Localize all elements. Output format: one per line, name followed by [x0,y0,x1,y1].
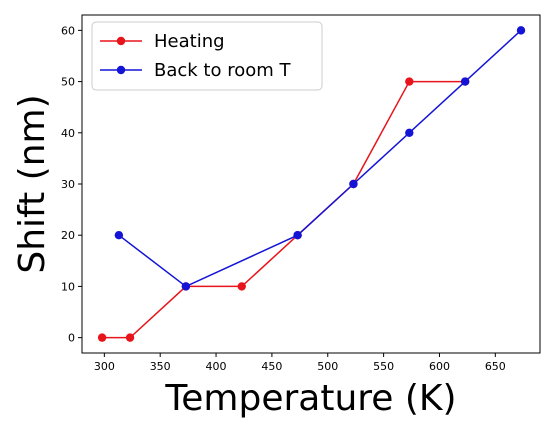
y-tick-label: 10 [61,280,75,293]
x-tick-label: 450 [261,360,282,373]
x-tick-label: 600 [429,360,450,373]
x-tick-label: 650 [485,360,506,373]
series-1-point [405,77,414,86]
x-tick-label: 500 [317,360,338,373]
legend-swatch-marker [116,36,126,46]
y-tick-label: 20 [61,229,75,242]
axes: 300 350 400 450 500 550 600 650 0 10 20 30 40 50 60 [61,14,541,373]
series-2-point [516,26,526,35]
series-1-point [237,282,246,291]
x-tick-label: 550 [373,360,394,373]
y-tick-label: 50 [61,76,75,89]
x-tick-label: 350 [150,360,171,373]
x-tick-label: 400 [206,360,227,373]
series-2-point [349,179,358,189]
y-tick-label: 40 [61,127,75,140]
series-2-point [293,231,302,240]
x-tick-label: 300 [94,360,115,373]
legend-label: Heating [154,31,225,52]
legend-label: Back to room T [154,60,291,81]
y-tick-label: 30 [61,178,75,191]
plot-area [97,26,526,342]
legend-swatch-marker [116,65,126,75]
series-1-point [97,333,107,342]
x-axis-title: Temperature (K) [164,378,456,419]
series-2-point [405,128,414,137]
y-axis-title: Shift (nm) [12,94,53,273]
legend-box [91,21,323,91]
series-2-point [181,282,191,291]
y-tick-label: 0 [68,332,75,345]
y-tick-label: 60 [61,24,75,37]
series-2-point [114,231,124,240]
series-2-point [460,77,470,86]
series-1-point [125,333,135,342]
series-line-1 [102,80,466,339]
legend: Heating Back to room T [91,21,323,91]
